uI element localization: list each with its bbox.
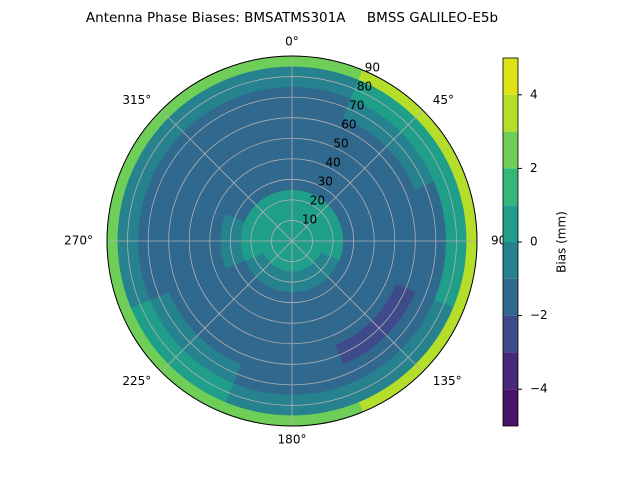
r-tick-label: 50	[333, 137, 348, 151]
theta-tick-label: 0°	[285, 35, 299, 49]
theta-tick-label: 135°	[433, 374, 462, 388]
colorbar-tick-label: 0	[530, 235, 538, 249]
r-tick-label: 30	[318, 175, 333, 189]
colorbar-tick-label: 4	[530, 87, 538, 101]
colorbar-band	[503, 389, 518, 426]
colorbar-band	[503, 242, 518, 279]
r-tick-label: 10	[302, 213, 317, 227]
theta-tick-label: 45°	[433, 93, 454, 107]
colorbar-band	[503, 131, 518, 169]
colorbar-band	[503, 168, 518, 206]
colorbar-band	[503, 352, 518, 390]
colorbar-tick-label: −4	[530, 382, 548, 396]
r-tick-label: 80	[357, 80, 372, 94]
theta-tick-label: 270°	[64, 234, 93, 248]
chart-title: Antenna Phase Biases: BMSATMS301A BMSS G…	[86, 10, 498, 26]
colorbar-band	[503, 205, 518, 242]
polar-frame	[106, 55, 478, 427]
grid-spoke	[291, 109, 424, 242]
theta-tick-label: 315°	[122, 93, 151, 107]
grid-spoke	[160, 240, 293, 373]
r-tick-label: 70	[349, 99, 364, 113]
colorbar-band	[503, 278, 518, 316]
colorbar-band	[503, 58, 518, 95]
colorbar-tick-label: 2	[530, 161, 538, 175]
colorbar-label: Bias (mm)	[555, 211, 569, 273]
theta-tick-label: 225°	[122, 374, 151, 388]
grid-spoke	[160, 109, 293, 242]
colorbar-tick-label: −2	[530, 308, 548, 322]
r-tick-label: 60	[341, 118, 356, 132]
colorbar-band	[503, 315, 518, 353]
grid-spoke	[291, 240, 424, 373]
colorbar-band	[503, 94, 518, 132]
theta-tick-label: 180°	[278, 433, 307, 447]
r-tick-label: 40	[325, 156, 340, 170]
r-tick-label: 90	[365, 61, 380, 75]
r-tick-label: 20	[310, 194, 325, 208]
